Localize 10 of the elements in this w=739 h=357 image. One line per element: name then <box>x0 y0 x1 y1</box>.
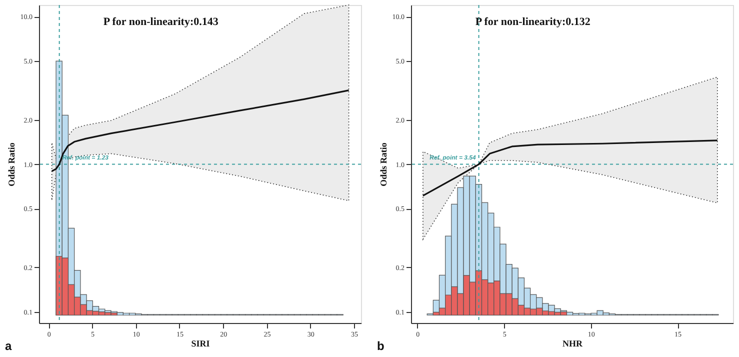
y-axis-title: Odds Ratio <box>378 142 388 186</box>
line-series <box>422 140 718 197</box>
x-axis-title: SIRI <box>191 338 210 348</box>
line-series <box>51 90 350 172</box>
text: b <box>377 339 384 353</box>
x-axis-title: NHR <box>562 338 583 348</box>
text: P for non-linearity:0.143 <box>103 16 219 28</box>
y-axis-title: Odds Ratio <box>6 142 16 186</box>
text: a <box>5 339 12 353</box>
text: P for non-linearity:0.132 <box>475 16 591 28</box>
